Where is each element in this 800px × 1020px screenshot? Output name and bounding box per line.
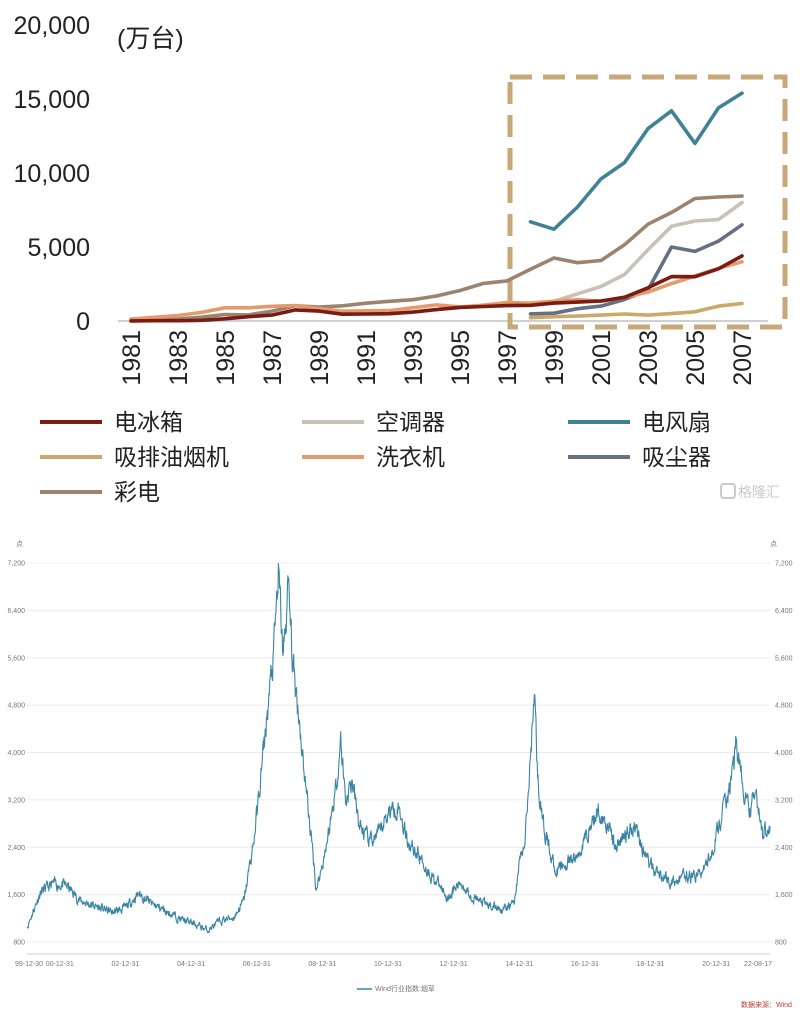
x-tick-label: 2003 (635, 330, 663, 386)
series-line (528, 200, 744, 305)
x-tick-label: 12-12-31 (440, 961, 468, 968)
y-tick-label: 20,000 (14, 12, 90, 40)
y-tick-label-left: 2,400 (7, 845, 25, 852)
legend-label: 吸尘器 (642, 445, 711, 471)
x-tick-label: 1995 (447, 330, 475, 386)
series-lines (129, 91, 744, 323)
y-tick-label-right: 4,000 (775, 750, 793, 757)
y-tick-label-right: 6,400 (775, 608, 793, 615)
y-tick-label-right: 4,800 (775, 703, 793, 710)
highlight-dashed-box (507, 74, 788, 330)
series-line (528, 301, 744, 320)
unit-label: (万台) (117, 25, 184, 53)
tobacco-index-line (26, 562, 771, 934)
x-tick-label: 10-12-31 (374, 961, 402, 968)
series-line (129, 194, 744, 323)
series-line (129, 260, 744, 321)
x-tick-label: 2001 (588, 330, 616, 386)
watermark-logo-icon (720, 483, 736, 499)
x-tick-label: 00-12-31 (46, 961, 74, 968)
x-axis-ticks: 99-12-30 00-12-31 02-12-31 04-12-31 06-12-31… (15, 961, 772, 968)
x-tick-label: 14-12-31 (505, 961, 533, 968)
legend: Wind行业指数:烟草 (357, 984, 435, 993)
y-tick-label: 15,000 (14, 86, 90, 114)
y-tick-label-left: 4,000 (7, 750, 25, 757)
left-axis-unit: 点 (16, 540, 23, 548)
y-tick-label-right: 800 (775, 940, 787, 947)
y-axis-ticks: 800 800 1,600 1,600 2,400 2,400 3,200 3,200 4,00… (7, 561, 792, 947)
watermark: 格隆汇 (720, 483, 780, 501)
y-tick-label-left: 7,200 (7, 561, 25, 568)
y-tick-label-right: 2,400 (775, 845, 793, 852)
x-tick-label: 20-12-31 (702, 961, 730, 968)
tobacco-industry-index-chart: 点 点 800 800 1,600 1,600 2,400 2,400 3,200 3,200… (7, 540, 792, 1009)
x-tick-label: 04-12-31 (177, 961, 205, 968)
x-tick-label: 06-12-31 (243, 961, 271, 968)
right-axis-unit: 点 (770, 540, 777, 548)
watermark-text: 格隆汇 (738, 485, 780, 501)
x-tick-label: 1981 (118, 330, 146, 386)
x-tick-label: 1983 (165, 330, 193, 386)
y-tick-label: 5,000 (27, 234, 90, 262)
y-tick-label-right: 7,200 (775, 561, 793, 568)
y-tick-label-left: 3,200 (7, 797, 25, 804)
x-tick-label: 1991 (353, 330, 381, 386)
x-tick-label: 22-08-17 (744, 961, 772, 968)
x-tick-label: 16-12-31 (571, 961, 599, 968)
y-axis-ticks: 0 5,000 10,000 15,000 20,000 (14, 12, 90, 336)
x-tick-label: 02-12-31 (111, 961, 139, 968)
y-tick-label-left: 6,400 (7, 608, 25, 615)
x-tick-label: 2007 (729, 330, 757, 386)
y-tick-label-right: 5,600 (775, 655, 793, 662)
y-tick-label-left: 1,600 (7, 892, 25, 899)
x-tick-label: 1989 (306, 330, 334, 386)
y-tick-label-right: 1,600 (775, 892, 793, 899)
y-tick-label-left: 5,600 (7, 655, 25, 662)
y-tick-label-left: 800 (13, 940, 25, 947)
y-tick-label-left: 4,800 (7, 703, 25, 710)
legend-label: 彩电 (114, 480, 160, 506)
x-tick-label: 1993 (400, 330, 428, 386)
x-tick-label: 1997 (494, 330, 522, 386)
y-tick-label-right: 3,200 (775, 797, 793, 804)
y-tick-label: 0 (76, 308, 90, 336)
x-tick-label: 1985 (212, 330, 240, 386)
legend-label: 空调器 (376, 410, 445, 436)
series-line (129, 254, 744, 323)
y-tick-label: 10,000 (14, 160, 90, 188)
legend-label: 电风扇 (642, 410, 711, 436)
legend-label: 吸排油烟机 (114, 445, 229, 471)
source-note: 数据来源：Wind (741, 1000, 792, 1009)
x-tick-label: 18-12-31 (637, 961, 665, 968)
x-tick-label: 99-12-30 (15, 961, 43, 968)
x-tick-label: 08-12-31 (308, 961, 336, 968)
x-tick-label: 1987 (259, 330, 287, 386)
x-tick-label: 1999 (541, 330, 569, 386)
legend-label: Wind行业指数:烟草 (375, 984, 435, 993)
x-axis-ticks: 1981 1983 1985 1987 1989 1991 1993 1995 1997 1999… (118, 330, 757, 386)
legend-label: 电冰箱 (114, 410, 183, 436)
gridlines (27, 562, 770, 955)
legend-label: 洗衣机 (376, 445, 445, 471)
series-line (528, 91, 744, 231)
x-tick-label: 2005 (682, 330, 710, 386)
